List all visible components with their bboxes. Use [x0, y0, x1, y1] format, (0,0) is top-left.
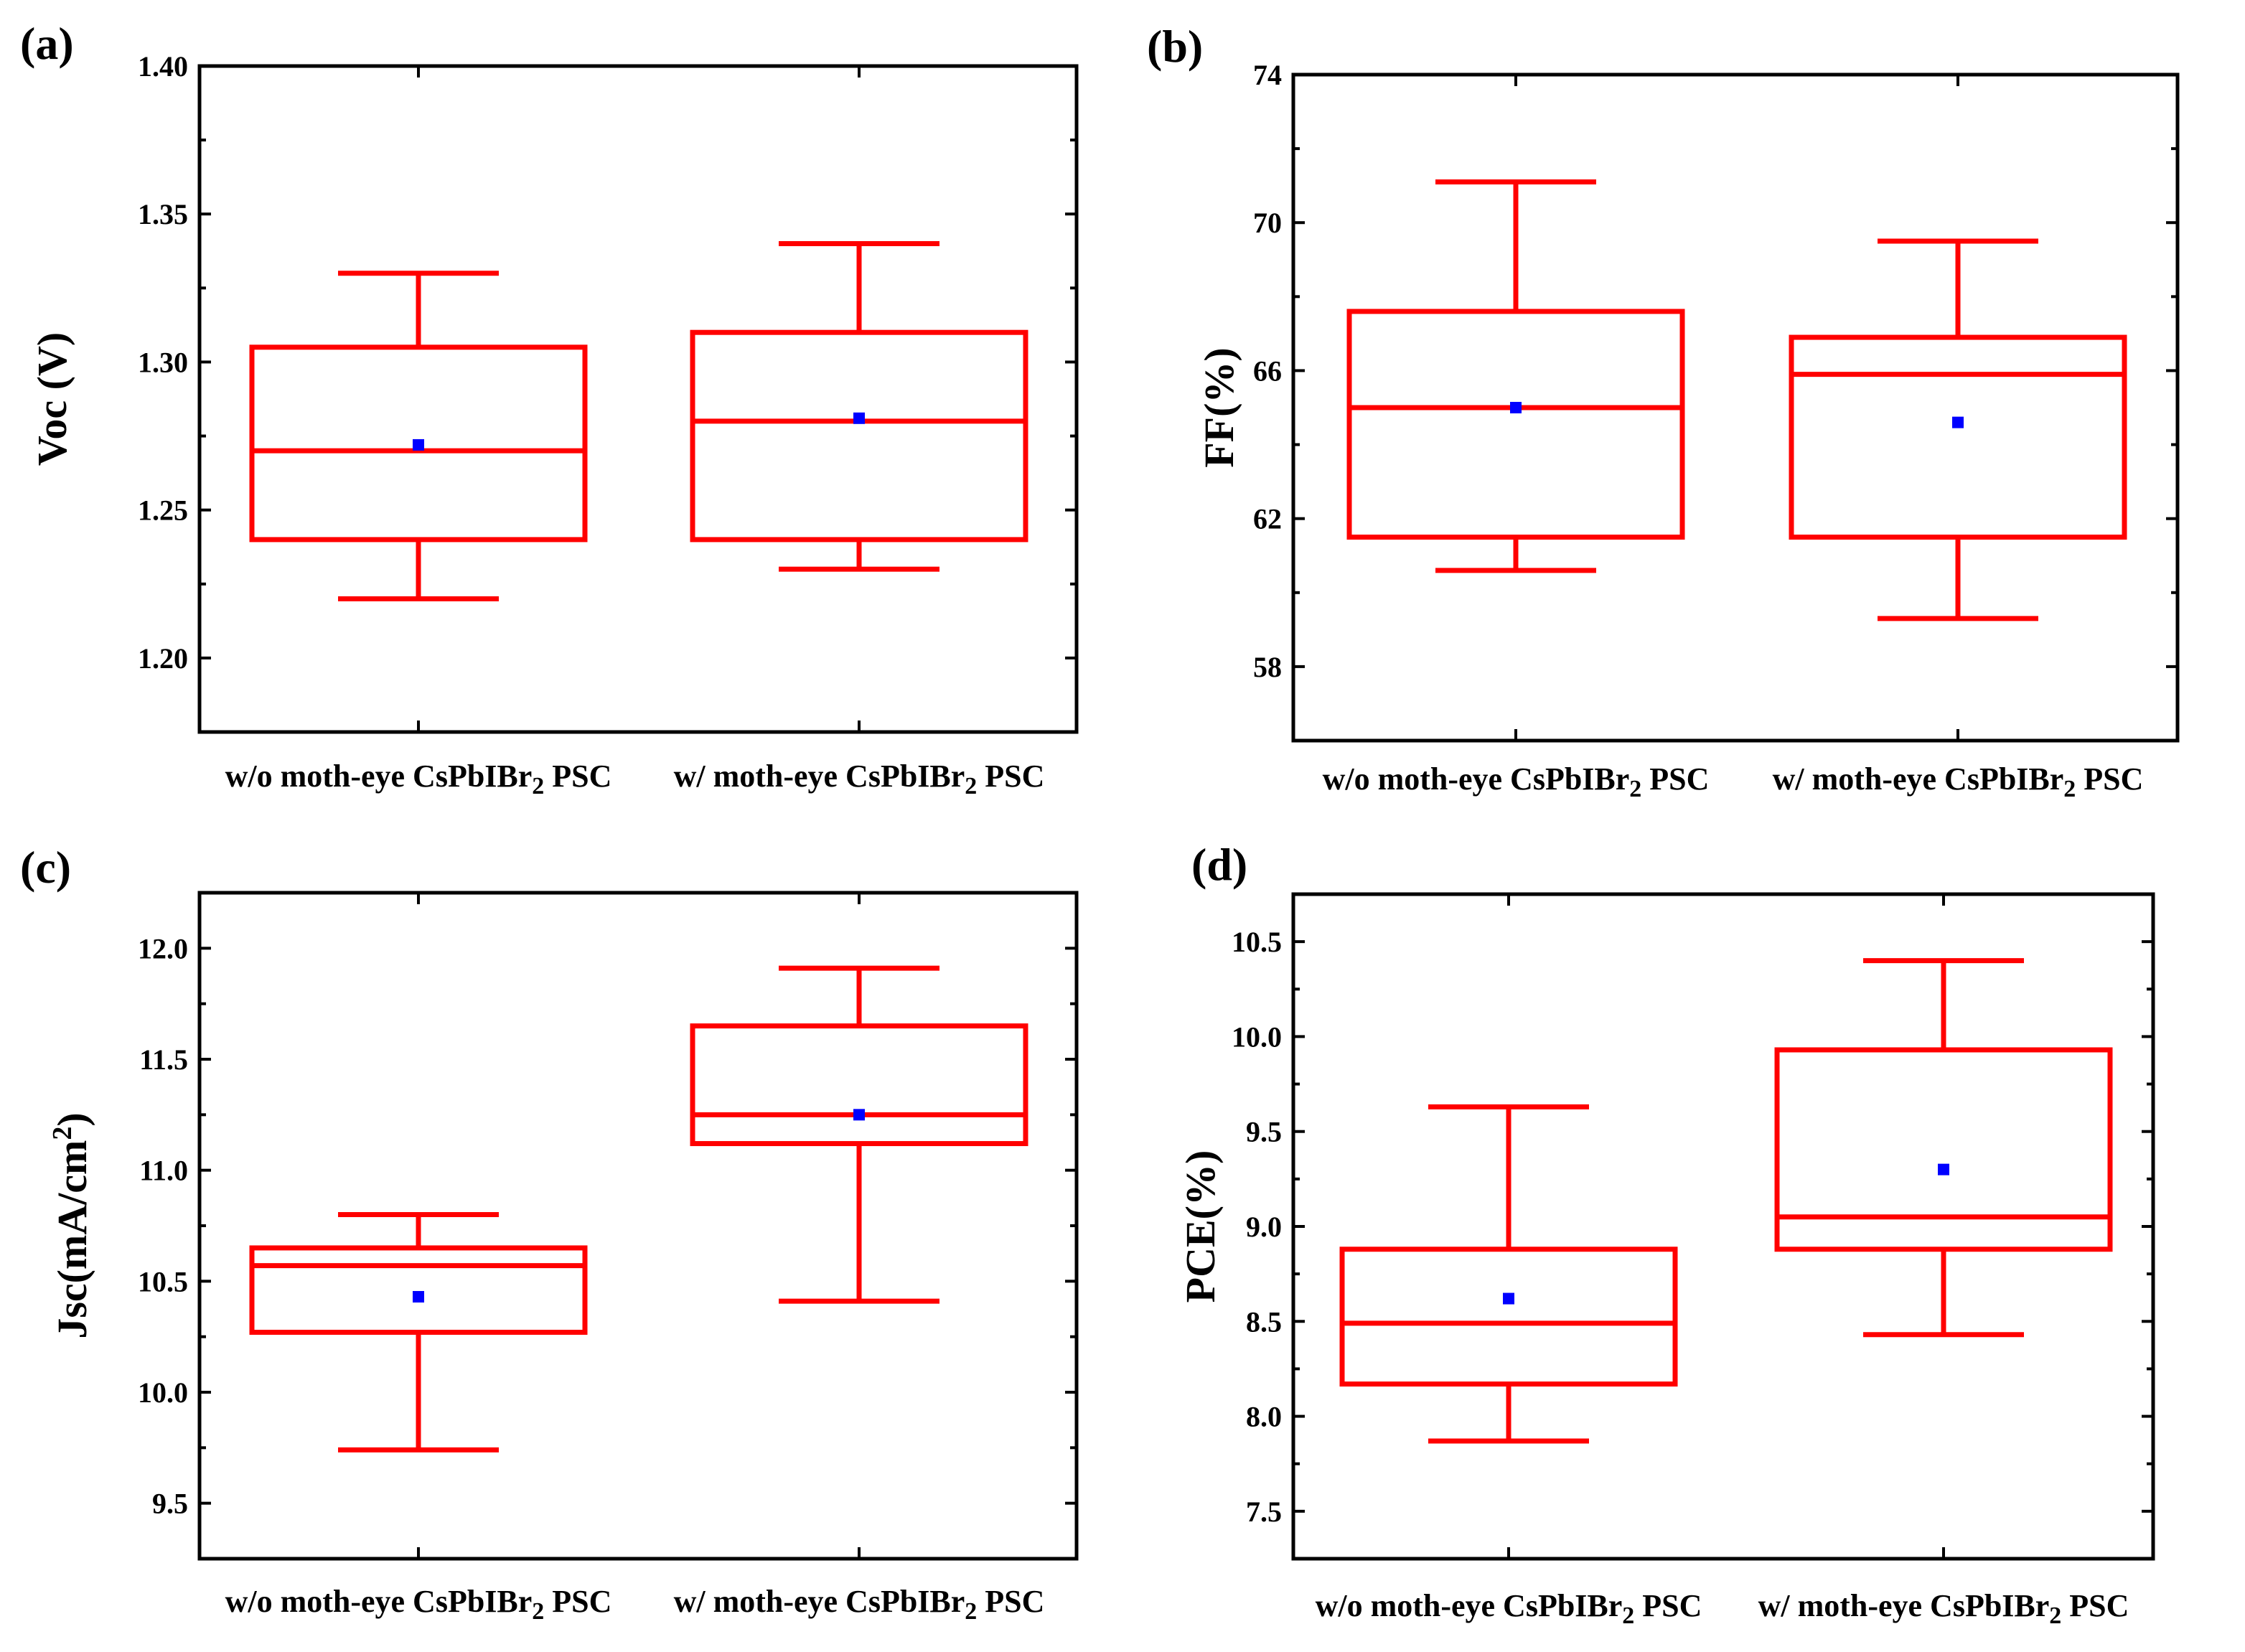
- y-tick-label: 9.0: [1246, 1211, 1282, 1243]
- iqr-box: [690, 329, 1028, 543]
- x-category-label: w/o moth-eye CsPbIBr2 PSC: [225, 1584, 612, 1625]
- y-tick-label: 1.35: [138, 198, 188, 230]
- y-tick-label: 10.5: [1232, 926, 1282, 958]
- x-category-label: w/ moth-eye CsPbIBr2 PSC: [674, 759, 1045, 799]
- y-axis-label: PCE(%): [1177, 1150, 1224, 1303]
- box-1: [1774, 958, 2113, 1338]
- x-category-label-suffix: PSC: [977, 759, 1044, 794]
- panel-label: (b): [1147, 21, 1203, 72]
- y-tick-label: 62: [1253, 503, 1282, 535]
- y-tick-label: 11.0: [139, 1155, 188, 1187]
- y-tick-label: 10.0: [138, 1376, 188, 1409]
- panel-label: (c): [20, 842, 71, 893]
- mean-marker: [413, 438, 424, 451]
- x-category-label: w/o moth-eye CsPbIBr2 PSC: [225, 759, 612, 799]
- plot-frame: [1291, 892, 2155, 1561]
- y-tick-label: 12.0: [138, 932, 188, 965]
- x-category-label-suffix: PSC: [2061, 1588, 2129, 1623]
- y-tick-label: 11.5: [139, 1043, 188, 1076]
- mean-marker: [1938, 1163, 1949, 1175]
- iqr-box: [249, 1245, 588, 1335]
- x-category-label-suffix: PSC: [1641, 761, 1709, 797]
- mean-marker: [853, 1109, 865, 1121]
- mean-marker: [413, 1290, 424, 1303]
- x-category-label: w/o moth-eye CsPbIBr2 PSC: [1323, 761, 1710, 802]
- box-0: [1339, 1104, 1678, 1444]
- iqr-box: [249, 344, 588, 543]
- x-category-label-sub: 2: [1629, 776, 1641, 802]
- box-1: [690, 965, 1028, 1304]
- panel-a: (a) 1.20 1.25 1.30 1.35 1.40 Voc (V) w/o moth-e…: [20, 18, 1079, 799]
- x-category-label-suffix: PSC: [544, 1584, 611, 1619]
- x-category-label-sub: 2: [1622, 1602, 1634, 1629]
- x-category-label: w/ moth-eye CsPbIBr2 PSC: [1758, 1588, 2129, 1629]
- y-axis-label-suffix: ): [49, 1112, 95, 1126]
- y-tick-label: 1.20: [138, 642, 188, 675]
- x-category-label-suffix: PSC: [1634, 1588, 1702, 1623]
- y-tick-label: 74: [1253, 59, 1282, 91]
- box-1: [1789, 238, 2127, 621]
- panel-b: (b) 58 62 66 70 74 FF(%) w/o moth-eye CsPbIBr2 …: [1147, 21, 2180, 802]
- mean-marker: [1952, 416, 1964, 428]
- plot-frame: [197, 64, 1079, 734]
- x-category-label-suffix: PSC: [2076, 761, 2143, 797]
- y-tick-label: 1.40: [138, 50, 188, 83]
- x-category-label-suffix: PSC: [977, 1584, 1044, 1619]
- box-0: [249, 1212, 588, 1452]
- plot-frame: [197, 891, 1079, 1561]
- panel-label: (a): [20, 18, 74, 69]
- panel-label: (d): [1191, 839, 1247, 890]
- mean-marker: [1510, 402, 1522, 413]
- iqr-box: [1774, 1047, 2113, 1252]
- y-tick-label: 9.5: [1246, 1116, 1282, 1148]
- y-axis-label: Jsc(mA/cm2): [47, 1112, 95, 1338]
- y-axis-label: Voc (V): [29, 332, 75, 466]
- iqr-box: [1339, 1247, 1678, 1387]
- box-0: [1346, 179, 1685, 573]
- x-category-label: w/o moth-eye CsPbIBr2 PSC: [1316, 1588, 1702, 1629]
- panel-d: (d) 7.5 8.0 8.5 9.0 9.5 10.0 10.5 PCE(%) w/o moth…: [1177, 839, 2155, 1629]
- y-axis-label-sup: 2: [47, 1127, 78, 1140]
- box-0: [249, 271, 588, 601]
- y-tick-label: 9.5: [152, 1488, 188, 1520]
- y-axis-label: FF(%): [1196, 347, 1242, 468]
- y-tick-label: 1.30: [138, 346, 188, 378]
- x-category-label: w/ moth-eye CsPbIBr2 PSC: [1773, 761, 2144, 802]
- x-category-label-sub: 2: [965, 1598, 977, 1625]
- mean-marker: [853, 412, 865, 424]
- iqr-box: [690, 1023, 1028, 1147]
- y-tick-label: 1.25: [138, 494, 188, 527]
- iqr-box: [1346, 309, 1685, 540]
- y-tick-label: 10.5: [138, 1265, 188, 1297]
- y-tick-label: 8.0: [1246, 1401, 1282, 1433]
- box-1: [690, 240, 1028, 572]
- iqr-box: [1789, 334, 2127, 540]
- x-category-label: w/ moth-eye CsPbIBr2 PSC: [674, 1584, 1045, 1625]
- panel-c: (c) 9.5 10.0 10.5 11.0 11.5 12.0 Jsc(mA/cm2) w/o…: [20, 842, 1079, 1625]
- x-category-label-sub: 2: [532, 1598, 544, 1625]
- x-category-label-sub: 2: [2063, 776, 2076, 802]
- y-tick-label: 10.0: [1232, 1020, 1282, 1053]
- y-tick-label: 8.5: [1246, 1305, 1282, 1338]
- y-tick-label: 7.5: [1246, 1496, 1282, 1528]
- y-tick-label: 70: [1253, 207, 1282, 239]
- x-category-label-suffix: PSC: [544, 759, 611, 794]
- x-category-label-sub: 2: [965, 773, 977, 799]
- x-category-label-sub: 2: [2049, 1602, 2061, 1629]
- mean-marker: [1503, 1292, 1514, 1305]
- y-tick-label: 58: [1253, 651, 1282, 683]
- y-tick-label: 66: [1253, 355, 1282, 387]
- plot-frame: [1291, 72, 2180, 743]
- x-category-label-sub: 2: [532, 773, 544, 799]
